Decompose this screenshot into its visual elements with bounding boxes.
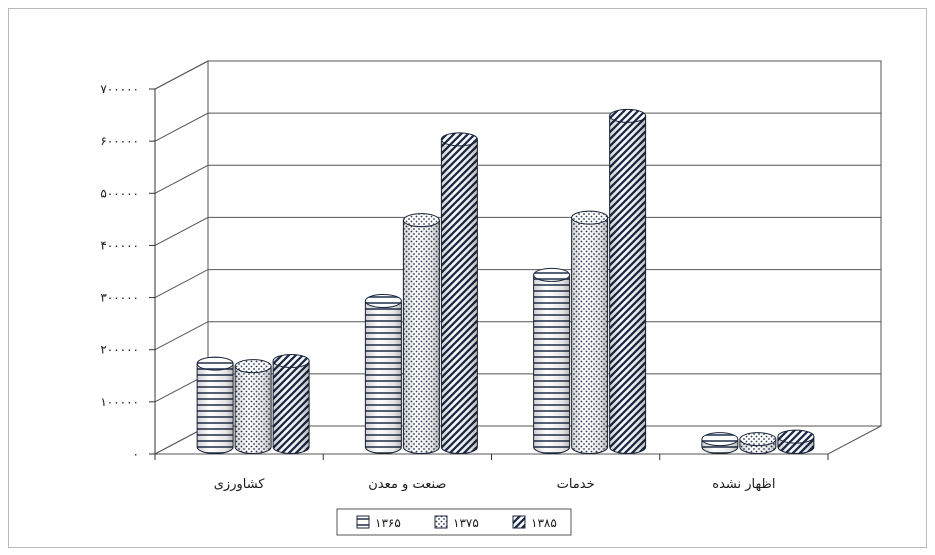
bar-top bbox=[402, 213, 440, 228]
x-axis-labels: کشاورزی صنعت و معدن خدمات اظهار نشده bbox=[214, 477, 776, 492]
bar bbox=[701, 432, 739, 454]
category-label: صنعت و معدن bbox=[368, 477, 446, 492]
bar bbox=[234, 359, 272, 454]
gridlines bbox=[154, 60, 881, 403]
gridline bbox=[154, 60, 881, 90]
category-label: خدمات bbox=[557, 477, 595, 492]
bar-top bbox=[440, 132, 478, 147]
bar-top bbox=[739, 432, 777, 447]
bar bbox=[402, 213, 440, 454]
bar-top bbox=[364, 294, 402, 308]
bar-top bbox=[533, 267, 571, 282]
gridline bbox=[154, 164, 881, 194]
legend-swatch bbox=[356, 515, 370, 529]
category-label: اظهار نشده bbox=[712, 477, 775, 492]
bar-shade bbox=[533, 274, 570, 454]
y-tick-label: ۰ bbox=[133, 447, 139, 461]
bar-shade bbox=[273, 360, 310, 454]
bar bbox=[777, 429, 815, 454]
bar-shade bbox=[609, 115, 646, 454]
bar-shade bbox=[441, 139, 478, 454]
bars bbox=[196, 108, 815, 454]
bar-top bbox=[196, 356, 234, 371]
bar-top bbox=[701, 432, 739, 447]
legend: ۱۳۶۵ ۱۳۷۵ ۱۳۸۵ bbox=[336, 508, 572, 536]
gridline bbox=[154, 216, 881, 246]
legend-swatch bbox=[434, 515, 448, 529]
bar-shade bbox=[197, 363, 234, 454]
bar bbox=[440, 132, 478, 454]
bar bbox=[609, 108, 647, 454]
bar bbox=[571, 210, 609, 454]
bar-top bbox=[234, 359, 272, 374]
gridline bbox=[154, 269, 881, 299]
bar bbox=[364, 294, 402, 454]
bar-top bbox=[571, 210, 609, 225]
category-label: کشاورزی bbox=[214, 477, 266, 492]
bar bbox=[272, 353, 310, 454]
y-tick-label: ۴۰۰۰۰۰ bbox=[100, 238, 139, 252]
bar-top bbox=[609, 108, 647, 123]
legend-label: ۱۳۸۵ bbox=[531, 516, 557, 530]
y-tick-label: ۲۰۰۰۰۰ bbox=[100, 343, 139, 357]
legend-label: ۱۳۶۵ bbox=[375, 516, 401, 530]
gridline bbox=[154, 321, 881, 351]
floor bbox=[154, 425, 882, 455]
legend-box bbox=[336, 508, 572, 536]
bar bbox=[196, 356, 234, 454]
gridline bbox=[154, 112, 881, 142]
bar bbox=[533, 267, 571, 454]
bar-shade bbox=[235, 366, 272, 454]
y-tick-label: ۶۰۰۰۰۰ bbox=[100, 134, 139, 148]
y-tick-label: ۷۰۰۰۰۰ bbox=[100, 82, 139, 96]
y-tick-label: ۱۰۰۰۰۰ bbox=[100, 395, 139, 409]
y-tick-label: ۵۰۰۰۰۰ bbox=[100, 186, 139, 200]
bar-shade bbox=[403, 220, 440, 454]
bar-top bbox=[777, 429, 815, 444]
y-axis: ۰ ۱۰۰۰۰۰ ۲۰۰۰۰۰ ۳۰۰۰۰۰ ۴۰۰۰۰۰ ۵۰۰۰۰۰ ۶۰۰۰۰۰ ۷۰۰… bbox=[100, 82, 829, 461]
bar-shade bbox=[571, 217, 608, 454]
bar-shade bbox=[365, 301, 402, 454]
legend-swatch bbox=[512, 515, 526, 529]
bar bbox=[739, 432, 777, 454]
y-tick-label: ۳۰۰۰۰۰ bbox=[100, 291, 139, 305]
legend-label: ۱۳۷۵ bbox=[453, 516, 479, 530]
bar-top bbox=[272, 353, 310, 368]
